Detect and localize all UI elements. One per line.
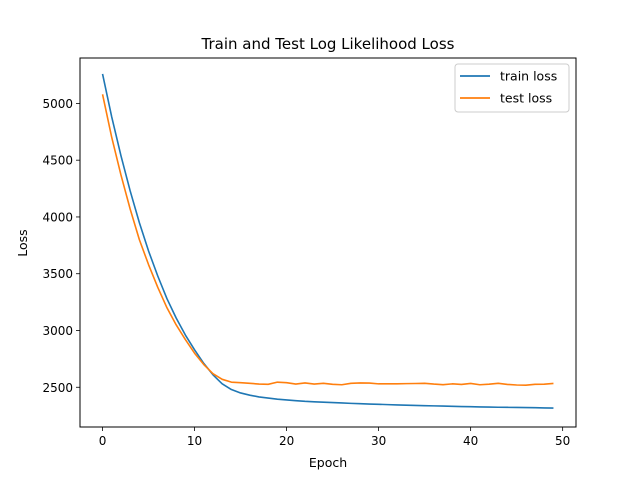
series-line-train-loss: [101, 73, 554, 409]
x-tick-label: 40: [463, 434, 478, 448]
y-tick-label: 3500: [42, 267, 73, 281]
y-axis: 2500 3000 3500 4000 4500 5000: [42, 97, 80, 395]
series-layer: [101, 73, 554, 409]
plot-frame: [79, 57, 577, 428]
y-tick-label: 3000: [42, 324, 73, 338]
x-tick-label: 20: [279, 434, 294, 448]
x-tick-label: 50: [555, 434, 570, 448]
x-axis-label: Epoch: [309, 455, 347, 470]
y-axis-label: Loss: [15, 229, 30, 256]
y-tick-label: 4500: [42, 154, 73, 168]
y-tick-label: 4000: [42, 210, 73, 224]
x-tick-label: 0: [99, 434, 107, 448]
chart-title: Train and Test Log Likelihood Loss: [201, 35, 455, 53]
legend-label: test loss: [500, 91, 552, 106]
y-tick-label: 5000: [42, 97, 73, 111]
series-line-test-loss: [101, 94, 554, 387]
x-tick-label: 10: [187, 434, 202, 448]
legend-label: train loss: [500, 69, 557, 84]
x-tick-label: 30: [371, 434, 386, 448]
legend: train loss test loss: [454, 63, 570, 113]
x-axis: 0 10 20 30 40 50: [99, 427, 570, 448]
y-tick-label: 2500: [42, 381, 73, 395]
